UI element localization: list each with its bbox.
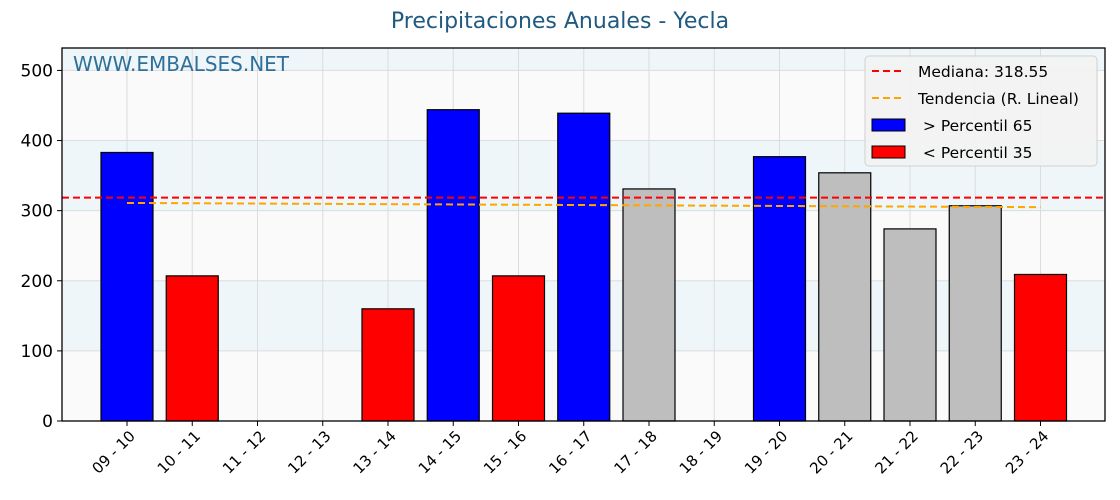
x-tick-label: 22 - 23	[937, 427, 987, 477]
chart-title: Precipitaciones Anuales - Yecla	[390, 9, 730, 34]
legend-label: < Percentil 35	[918, 144, 1032, 162]
bar-20-21	[818, 172, 872, 422]
y-tick-label: 500	[21, 61, 53, 81]
bar-09-10	[100, 151, 154, 422]
x-tick-label: 19 - 20	[741, 427, 791, 477]
watermark: WWW.EMBALSES.NET	[73, 52, 290, 76]
legend-patch-swatch	[871, 145, 906, 159]
bar-15-16	[491, 275, 546, 422]
x-tick-label: 11 - 12	[219, 427, 269, 477]
bar-16-17	[557, 112, 611, 422]
bar-17-18	[622, 188, 676, 422]
x-tick-label: 15 - 16	[480, 427, 530, 477]
y-tick-label: 100	[21, 342, 53, 362]
x-tick-label: 23 - 24	[1002, 427, 1052, 477]
x-tick-label: 17 - 18	[611, 427, 661, 477]
legend-patch-swatch	[871, 118, 906, 132]
trend-line	[126, 201, 1041, 209]
bar-23-24	[1013, 273, 1068, 422]
bar-22-23	[948, 205, 1002, 422]
x-tick-label: 12 - 13	[284, 427, 334, 477]
y-tick-label: 0	[42, 412, 53, 432]
x-tick-label: 16 - 17	[545, 427, 595, 477]
bar-10-11	[165, 275, 219, 422]
x-tick-label: 13 - 14	[350, 427, 400, 477]
bar-13-14	[361, 308, 415, 422]
x-tick-label: 20 - 21	[806, 427, 856, 477]
bar-21-22	[883, 228, 937, 422]
legend-label: Tendencia (R. Lineal)	[917, 90, 1079, 108]
x-tick-label: 09 - 10	[89, 427, 139, 477]
x-tick-label: 14 - 15	[415, 427, 465, 477]
x-tick-label: 10 - 11	[154, 427, 204, 477]
legend-box	[864, 55, 1098, 167]
bar-14-15	[426, 109, 480, 422]
y-tick-label: 300	[21, 202, 53, 222]
x-tick-label: 18 - 19	[676, 427, 726, 477]
y-tick-label: 400	[21, 132, 53, 152]
legend-label: > Percentil 65	[918, 117, 1032, 135]
bar-19-20	[752, 156, 807, 422]
legend-label: Mediana: 318.55	[918, 63, 1048, 81]
x-tick-label: 21 - 22	[872, 427, 922, 477]
y-tick-label: 200	[21, 272, 53, 292]
